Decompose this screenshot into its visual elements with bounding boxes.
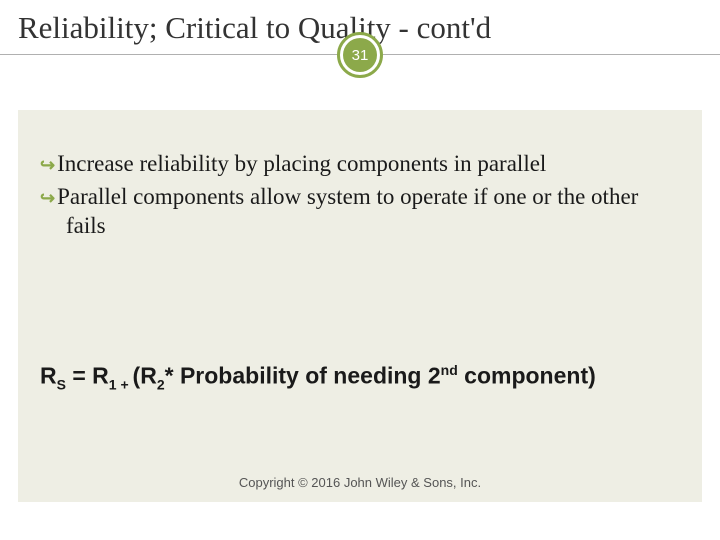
slide-number-badge-wrap: 31 [0,54,720,100]
bullet-item: ↪Increase reliability by placing compone… [40,150,680,179]
bullet-marker-icon: ↪ [40,188,55,208]
content-area: ↪Increase reliability by placing compone… [18,110,702,502]
slide: Reliability; Critical to Quality - cont'… [0,0,720,540]
bullet-text: Increase reliability by placing componen… [57,151,546,176]
bullet-marker-icon: ↪ [40,155,55,175]
formula-eq: = R [66,362,109,388]
formula: RS = R1 + (R2* Probability of needing 2n… [40,362,680,392]
formula-mid: * Probability of needing 2 [165,362,441,388]
bullet-item: ↪Parallel components allow system to ope… [40,183,680,241]
formula-r2-sub: 2 [157,376,165,392]
slide-number-badge: 31 [343,38,377,72]
bullet-text: Parallel components allow system to oper… [57,184,638,238]
formula-r1-sub: 1 + [109,376,133,392]
slide-number-badge-outer: 31 [337,32,383,78]
formula-end: component) [458,362,596,388]
formula-lhs-sub: S [57,376,66,392]
copyright-footer: Copyright © 2016 John Wiley & Sons, Inc. [18,475,702,490]
formula-sup: nd [441,362,458,378]
formula-open: (R [133,362,157,388]
formula-lhs: R [40,362,57,388]
